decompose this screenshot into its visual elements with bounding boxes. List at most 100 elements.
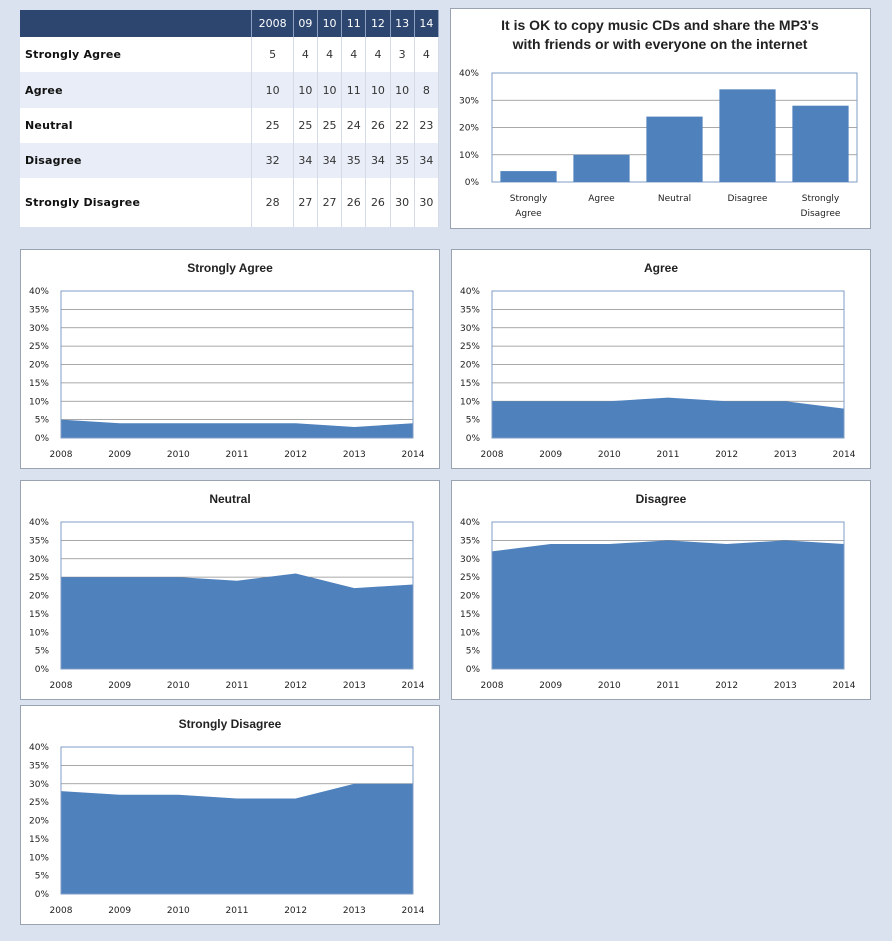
x-tick-label: 2012 (284, 450, 307, 460)
row-label: Strongly Agree (20, 37, 253, 73)
x-tick-label: 2009 (108, 681, 131, 691)
x-tick-label: 2013 (774, 450, 797, 460)
bar (500, 171, 557, 182)
y-tick-label: 15% (460, 379, 480, 389)
x-tick-label: 2010 (598, 450, 621, 460)
y-tick-label: 25% (29, 342, 49, 352)
x-tick-label: 2012 (284, 681, 307, 691)
x-tick-label: 2010 (167, 450, 190, 460)
survey-data-table: 2008 09 10 11 12 13 14 Strongly Agree 5 … (20, 10, 440, 227)
table-cell: 35 (390, 143, 415, 179)
table-cell: 11 (341, 72, 367, 108)
y-tick-label: 30% (460, 555, 480, 565)
y-tick-label: 5% (466, 647, 481, 657)
x-tick-label: Strongly (510, 194, 548, 204)
y-tick-label: 25% (460, 573, 480, 583)
area-chart-agree: Agree 0% 5% 10% 15% 20% 25% 30% 35% 40% 2008 2009 20… (460, 261, 856, 460)
area-chart-strongly-disagree: Strongly Disagree 0% 5% 10% 15% 20% 25% 30% 35% 4… (29, 717, 425, 916)
y-tick-label: 10% (29, 397, 49, 407)
y-tick-label: 35% (29, 536, 49, 546)
x-tick-label: 2014 (402, 906, 425, 916)
chart-title: It is OK to copy music CDs and share the… (501, 17, 819, 33)
table-row: Strongly Agree 5 4 4 4 4 3 4 (20, 37, 440, 73)
x-tick-label: 2010 (598, 681, 621, 691)
table-cell: 10 (365, 72, 391, 108)
y-tick-label: 20% (29, 817, 49, 827)
y-tick-label: 40% (460, 518, 480, 528)
table-cell: 30 (414, 178, 440, 227)
table-row: Disagree 32 34 34 35 34 35 34 (20, 143, 440, 179)
y-tick-label: 25% (460, 342, 480, 352)
table-cell: 5 (251, 37, 294, 73)
y-tick-label: 20% (29, 361, 49, 371)
table-cell: 35 (341, 143, 367, 179)
plot-area-border (60, 521, 414, 670)
table-row: Strongly Disagree 28 27 27 26 26 30 30 (20, 178, 440, 227)
x-tick-label: 2008 (50, 906, 73, 916)
y-tick-label: 30% (460, 324, 480, 334)
y-tick-label: 25% (29, 573, 49, 583)
table-cell: 34 (365, 143, 391, 179)
x-tick-label: 2009 (539, 450, 562, 460)
table-cell: 28 (251, 178, 294, 227)
x-tick-label: 2008 (481, 450, 504, 460)
table-cell: 4 (365, 37, 391, 73)
year-header: 09 (293, 10, 318, 37)
bar (646, 116, 703, 182)
area-chart-disagree: Disagree 0% 5% 10% 15% 20% 25% 30% 35% 40% 2008 200… (460, 492, 856, 691)
x-tick-label: Agree (588, 194, 615, 204)
x-tick-label: 2014 (833, 450, 856, 460)
row-label: Agree (20, 72, 253, 108)
y-tick-label: 25% (29, 798, 49, 808)
y-tick-label: 20% (459, 124, 479, 134)
x-tick-label: Disagree (728, 194, 768, 204)
table-cell: 10 (317, 72, 343, 108)
table-row: Neutral 25 25 25 24 26 22 23 (20, 107, 440, 144)
x-tick-label: 2014 (402, 681, 425, 691)
y-tick-label: 0% (35, 890, 50, 900)
table-cell: 3 (390, 37, 415, 73)
table-cell: 10 (293, 72, 318, 108)
table-cell: 32 (251, 143, 294, 179)
table-cell: 34 (317, 143, 343, 179)
bar (792, 105, 849, 182)
x-tick-label: 2011 (226, 906, 249, 916)
plot-area-border (60, 746, 414, 895)
row-label: Neutral (20, 107, 253, 144)
x-tick-label: Agree (515, 209, 542, 219)
year-header: 13 (390, 10, 415, 37)
table-row: Agree 10 10 10 11 10 10 8 (20, 72, 440, 108)
table-cell: 8 (414, 72, 440, 108)
area-series (61, 573, 413, 669)
x-tick-label: Disagree (801, 209, 841, 219)
table-cell: 22 (390, 107, 415, 144)
x-tick-label: 2011 (657, 681, 680, 691)
x-tick-label: 2008 (50, 681, 73, 691)
table-cell: 27 (293, 178, 318, 227)
x-tick-label: 2014 (833, 681, 856, 691)
table-cell: 26 (341, 178, 367, 227)
x-tick-label: 2011 (226, 450, 249, 460)
bar-chart: It is OK to copy music CDs and share the… (459, 17, 858, 219)
y-tick-label: 10% (460, 628, 480, 638)
area-chart-panel-strongly-agree: Strongly Agree 0% 5% 10% 15% 20% 25% 30% 35% 40% 2… (20, 249, 440, 469)
y-tick-label: 20% (29, 592, 49, 602)
x-tick-label: 2014 (402, 450, 425, 460)
plot-area-border (491, 290, 845, 439)
table-cell: 27 (317, 178, 343, 227)
y-tick-label: 40% (29, 287, 49, 297)
x-tick-label: 2011 (226, 681, 249, 691)
table-cell: 10 (251, 72, 294, 108)
y-tick-label: 30% (29, 780, 49, 790)
table-cell: 34 (414, 143, 440, 179)
y-tick-label: 10% (460, 397, 480, 407)
area-chart-panel-agree: Agree 0% 5% 10% 15% 20% 25% 30% 35% 40% 2008 2009 20… (451, 249, 871, 469)
chart-title: Agree (644, 261, 678, 275)
y-tick-label: 20% (460, 361, 480, 371)
y-tick-label: 30% (29, 324, 49, 334)
y-tick-label: 40% (459, 69, 479, 79)
area-series (61, 783, 413, 894)
table-cell: 26 (365, 178, 391, 227)
y-tick-label: 0% (466, 665, 481, 675)
x-tick-label: 2010 (167, 906, 190, 916)
